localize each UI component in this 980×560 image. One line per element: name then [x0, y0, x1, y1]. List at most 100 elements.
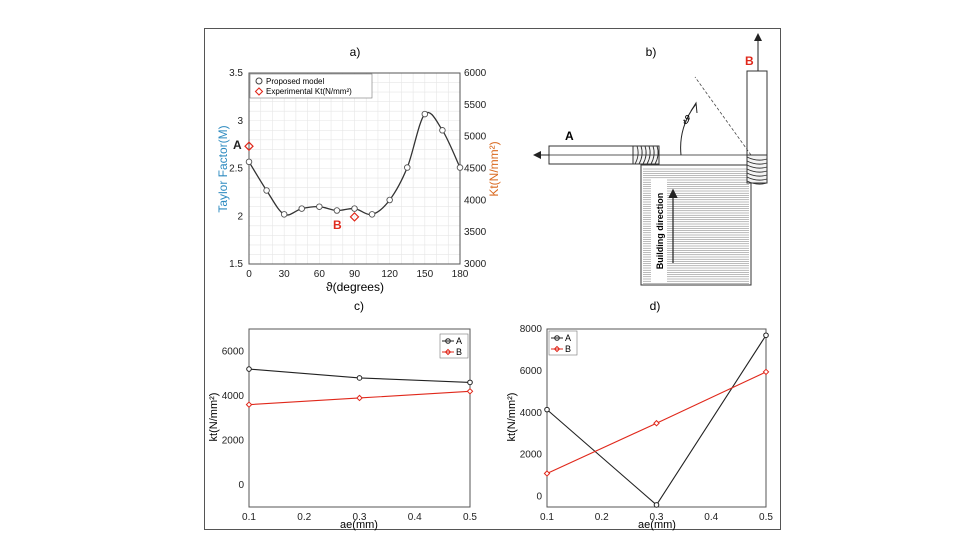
chart-d-ytick: 6000 [520, 366, 543, 377]
chart-d-series-b-point [762, 368, 770, 376]
legend-proposed-label: Proposed model [266, 77, 324, 86]
flute-line [746, 168, 768, 173]
flute-line [746, 164, 768, 169]
chart-a-xtick: 90 [349, 269, 361, 280]
annotation-b: B [333, 218, 342, 232]
diagram-b: b) Building direction A B ϑ [533, 33, 768, 286]
chart-a-ytick: 3 [237, 116, 243, 127]
chart-c-xlabel: ae(mm) [340, 519, 378, 531]
flute-line [746, 172, 768, 177]
figure-canvas: a) 1.522.533.5 3000350040004500500055006… [208, 33, 773, 531]
chart-a-ytick-right: 5000 [464, 132, 487, 143]
chart-d-plot-area [546, 328, 767, 508]
chart-a-xtick: 30 [279, 269, 291, 280]
chart-d-ytick: 8000 [520, 324, 543, 335]
legend-c-b-marker [444, 348, 452, 356]
chart-c-xtick: 0.3 [353, 512, 367, 523]
chart-a-xlabel: ϑ(degrees) [326, 280, 384, 294]
diagram-b-title: b) [646, 45, 657, 59]
chart-c-series-a-point [467, 379, 473, 386]
chart-d-series-a-point [763, 332, 769, 339]
chart-a-legend [249, 73, 373, 99]
chart-a-ytick-right: 4500 [464, 164, 487, 175]
chart-c-series-a-point [246, 366, 252, 372]
chart-c-series-b-point [466, 387, 474, 395]
chart-a: a) 1.5 2 2.5 3 3.5 3000 3500 4000 4500 5000 5500 6… [216, 45, 501, 294]
chart-c-xtick: 0.4 [408, 512, 422, 523]
chart-c-ytick: 6000 [222, 346, 245, 357]
chart-c-ylabel: kt(N/mm²) [208, 393, 220, 442]
chart-d-ytick: 2000 [520, 450, 543, 461]
chart-a-point [245, 158, 253, 166]
chart-a-point [280, 211, 288, 218]
angle-arc-arrowhead [690, 101, 698, 114]
chart-d-ylabel: kt(N/mm²) [506, 393, 518, 442]
angle-reference-line [694, 76, 752, 156]
legend-d-b-label: B [565, 344, 571, 354]
chart-a-point [403, 164, 411, 171]
chart-a-point [421, 110, 429, 118]
legend-proposed-marker [255, 77, 263, 85]
flute-line [746, 160, 768, 165]
chart-a-ytick-right: 3500 [464, 227, 487, 238]
chart-d-legend [548, 330, 578, 356]
building-label-bg [651, 179, 667, 283]
label-b: B [745, 54, 754, 68]
chart-a-ytick: 1.5 [229, 259, 243, 270]
legend-d-a-marker [554, 335, 560, 341]
legend-experimental-label: Experimental Kt(N/mm²) [266, 87, 352, 96]
legend-d-a-label: A [565, 333, 571, 343]
chart-a-point [456, 164, 464, 171]
chart-a-xtick: 0 [246, 269, 252, 280]
tool-b-flute-lines [746, 156, 768, 185]
flute-line [746, 176, 768, 181]
chart-a-experimental-point [349, 212, 360, 222]
chart-d-xtick: 0.1 [540, 512, 554, 523]
chart-a-grid [249, 73, 460, 264]
angle-arc [680, 103, 697, 156]
chart-a-point [263, 187, 270, 194]
chart-d-title: d) [650, 299, 661, 313]
chart-d-xtick: 0.5 [759, 512, 773, 523]
chart-d-series-a-point [544, 406, 550, 413]
flute-line [746, 180, 768, 185]
chart-a-xtick: 60 [314, 269, 326, 280]
chart-c-legend [439, 333, 469, 359]
chart-c-plot-area [248, 328, 471, 508]
chart-d-ytick: 4000 [520, 408, 543, 419]
tool-b-shank [746, 70, 768, 156]
legend-c-b-label: B [456, 347, 462, 357]
legend-d-b-marker [553, 345, 561, 353]
chart-c-series-a-point [356, 375, 363, 381]
chart-a-point [351, 205, 358, 212]
chart-c-xtick: 0.1 [242, 512, 256, 523]
chart-a-xtick: 120 [381, 269, 398, 280]
chart-a-point [333, 207, 341, 214]
chart-d: d) 0 2000 4000 6000 8000 0.1 0.2 0.3 0.4 0.5 ae(… [506, 299, 773, 531]
chart-a-xtick: 150 [416, 269, 433, 280]
legend-experimental-marker [254, 87, 264, 96]
chart-a-ytick: 2 [237, 211, 243, 222]
chart-c-xtick: 0.5 [463, 512, 477, 523]
chart-c-ytick: 0 [238, 480, 244, 491]
chart-a-point [386, 196, 393, 204]
legend-c-a-label: A [456, 336, 462, 346]
chart-d-xtick: 0.4 [704, 512, 718, 523]
annotation-a: A [233, 138, 242, 152]
chart-c-ytick: 4000 [222, 391, 245, 402]
chart-d-series-b-point [543, 470, 551, 477]
chart-c-title: c) [354, 299, 364, 313]
chart-a-point [316, 203, 323, 210]
chart-c-xtick: 0.2 [297, 512, 311, 523]
chart-d-ytick: 0 [536, 492, 542, 503]
building-direction-label: Building direction [655, 193, 665, 270]
chart-d-xlabel: ae(mm) [638, 519, 676, 531]
chart-c-series-b-point [245, 401, 253, 408]
chart-a-ytick-right: 5500 [464, 100, 487, 111]
chart-a-ytick-right: 4000 [464, 195, 487, 206]
chart-d-series-b-point [653, 419, 660, 427]
chart-d-series-a-point [653, 502, 660, 508]
chart-a-experimental-point [244, 141, 254, 152]
angle-label: ϑ [683, 113, 690, 127]
